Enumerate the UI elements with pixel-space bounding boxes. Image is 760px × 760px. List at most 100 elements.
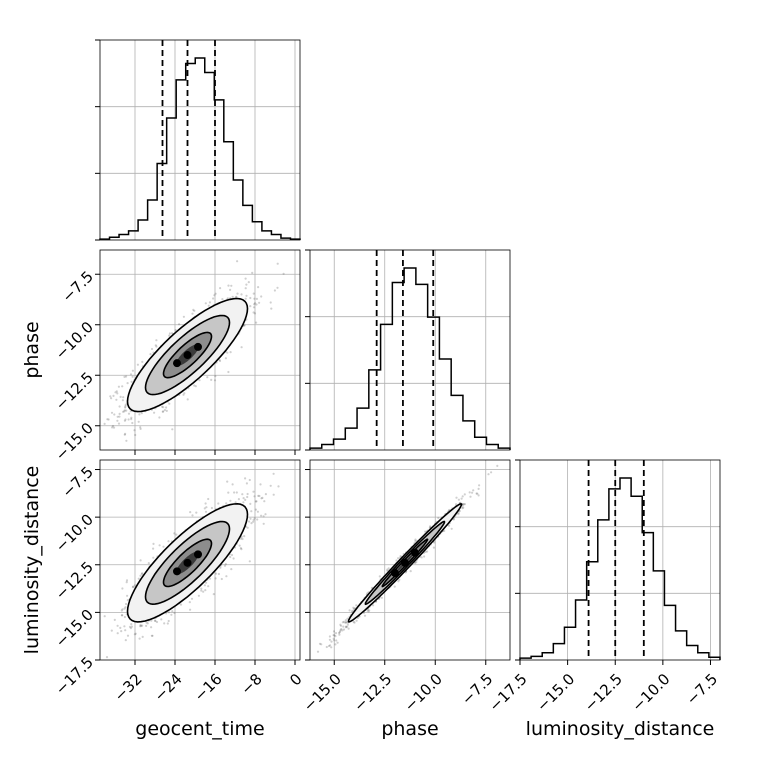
sample-point bbox=[97, 638, 99, 640]
sample-point bbox=[253, 303, 256, 306]
pair-geocent_time-vs-luminosity_distance bbox=[90, 459, 301, 665]
sample-point bbox=[252, 518, 255, 521]
panel-frame bbox=[309, 249, 511, 451]
sample-point bbox=[94, 633, 96, 635]
sample-point bbox=[194, 385, 197, 388]
sample-point bbox=[338, 631, 341, 635]
density-peak bbox=[183, 558, 192, 567]
sample-point bbox=[248, 520, 251, 523]
sample-point bbox=[217, 572, 220, 576]
sample-point bbox=[167, 619, 170, 623]
sample-point bbox=[167, 611, 170, 614]
sample-point bbox=[203, 584, 206, 587]
sample-point bbox=[193, 384, 196, 387]
density-peak bbox=[183, 351, 192, 360]
sample-point bbox=[150, 619, 153, 622]
sample-point bbox=[246, 526, 249, 529]
sample-point bbox=[137, 577, 140, 580]
sample-point bbox=[256, 518, 259, 521]
sample-point bbox=[249, 517, 252, 520]
sample-point bbox=[469, 495, 472, 498]
sample-point bbox=[238, 544, 241, 547]
sample-point bbox=[254, 500, 257, 503]
sample-point bbox=[197, 594, 200, 597]
sample-point bbox=[162, 406, 165, 409]
sample-point bbox=[328, 635, 331, 638]
sample-point bbox=[261, 496, 264, 499]
sample-point bbox=[90, 632, 92, 634]
sample-point bbox=[262, 515, 265, 518]
sample-point bbox=[154, 619, 157, 623]
sample-point bbox=[118, 405, 121, 408]
sample-point bbox=[420, 556, 423, 559]
sample-point bbox=[163, 622, 166, 625]
sample-point bbox=[230, 284, 233, 287]
histogram-step bbox=[99, 57, 301, 240]
sample-point bbox=[341, 629, 344, 632]
sample-point bbox=[149, 353, 152, 356]
sample-point bbox=[433, 541, 436, 544]
sample-point bbox=[150, 626, 153, 629]
sample-point bbox=[262, 522, 265, 525]
y-tick-label: −15.0 bbox=[52, 606, 97, 651]
sample-point bbox=[219, 566, 222, 569]
sample-point bbox=[233, 491, 236, 494]
sample-point bbox=[477, 487, 480, 490]
sample-point bbox=[124, 629, 127, 632]
sample-point bbox=[328, 638, 331, 641]
sample-point bbox=[125, 375, 128, 378]
sample-point bbox=[424, 530, 427, 533]
sample-point bbox=[131, 375, 134, 378]
sample-point bbox=[165, 406, 168, 409]
sample-point bbox=[213, 379, 217, 382]
sample-point bbox=[124, 403, 127, 407]
sample-point bbox=[461, 495, 464, 498]
sample-point bbox=[253, 495, 256, 498]
sample-point bbox=[227, 370, 230, 374]
sample-point bbox=[221, 298, 224, 301]
sample-point bbox=[378, 575, 381, 578]
sample-point bbox=[137, 420, 140, 423]
sample-point bbox=[270, 307, 273, 310]
sample-point bbox=[117, 385, 120, 388]
sample-point bbox=[161, 410, 164, 413]
sample-point bbox=[162, 410, 165, 413]
sample-point bbox=[229, 351, 232, 354]
sample-point bbox=[123, 625, 126, 628]
sample-point bbox=[139, 427, 142, 430]
y-tick-label: −7.5 bbox=[59, 268, 97, 306]
sample-point bbox=[141, 572, 144, 575]
sample-point bbox=[399, 555, 402, 558]
sample-point bbox=[260, 514, 263, 517]
sample-point bbox=[414, 538, 417, 541]
sample-point bbox=[140, 573, 143, 576]
density-peak bbox=[173, 359, 181, 368]
sample-point bbox=[355, 619, 358, 622]
sample-point bbox=[344, 619, 347, 622]
sample-point bbox=[183, 392, 186, 395]
sample-point bbox=[217, 502, 220, 505]
sample-point bbox=[253, 297, 256, 300]
sample-point bbox=[460, 497, 463, 500]
sample-point bbox=[463, 493, 466, 496]
sample-point bbox=[333, 634, 336, 637]
sample-point bbox=[239, 537, 243, 540]
sample-point bbox=[333, 639, 336, 642]
sample-point bbox=[207, 497, 210, 501]
sample-point bbox=[141, 635, 144, 639]
sample-point bbox=[302, 673, 304, 675]
sample-point bbox=[344, 626, 348, 629]
sample-point bbox=[227, 491, 230, 494]
sample-point bbox=[334, 632, 338, 635]
sample-point bbox=[120, 609, 123, 612]
sample-point bbox=[90, 463, 92, 465]
sample-point bbox=[152, 556, 155, 559]
sample-point bbox=[203, 507, 206, 510]
sample-point bbox=[138, 413, 141, 416]
sample-point bbox=[103, 615, 106, 618]
sample-point bbox=[131, 369, 134, 372]
sample-point bbox=[179, 603, 183, 606]
sample-point bbox=[409, 570, 412, 573]
sample-point bbox=[242, 501, 245, 504]
sample-point bbox=[462, 503, 465, 506]
